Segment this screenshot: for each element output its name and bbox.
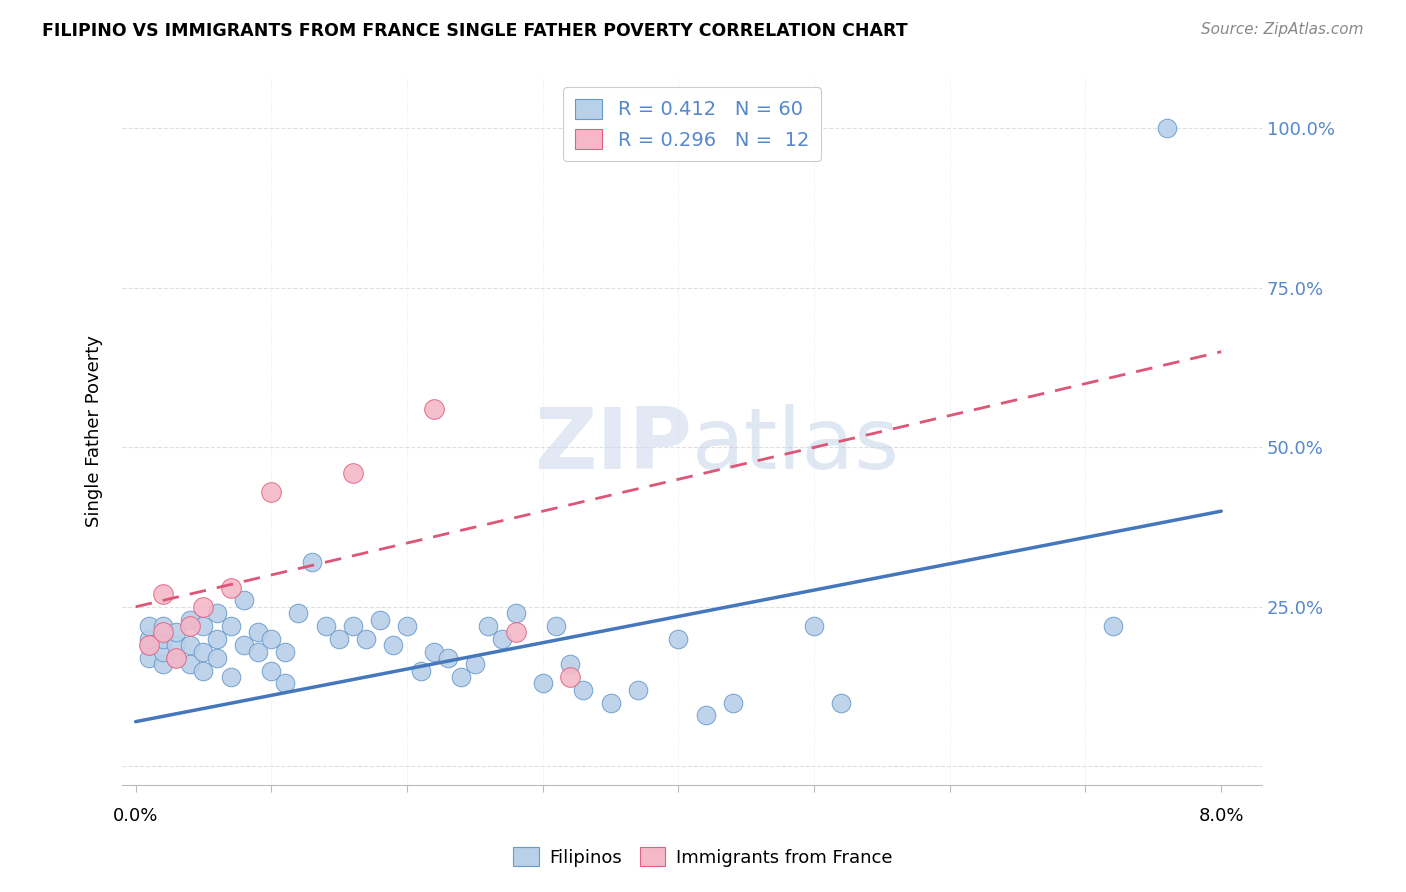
Point: [233, 638, 256, 652]
Point: [219, 670, 242, 684]
Point: [193, 644, 215, 658]
Point: [138, 638, 160, 652]
Point: [356, 632, 378, 646]
Point: [627, 682, 650, 697]
Point: [382, 638, 405, 652]
Point: [491, 632, 513, 646]
Point: [409, 664, 432, 678]
Point: [668, 632, 690, 646]
Point: [423, 402, 446, 417]
Point: [1101, 619, 1123, 633]
Point: [546, 619, 568, 633]
Text: FILIPINO VS IMMIGRANTS FROM FRANCE SINGLE FATHER POVERTY CORRELATION CHART: FILIPINO VS IMMIGRANTS FROM FRANCE SINGL…: [42, 22, 908, 40]
Point: [152, 657, 174, 672]
Point: [165, 625, 187, 640]
Point: [205, 651, 228, 665]
Point: [558, 670, 581, 684]
Point: [531, 676, 554, 690]
Point: [260, 485, 283, 500]
Point: [1156, 121, 1178, 136]
Point: [505, 625, 527, 640]
Point: [695, 708, 717, 723]
Point: [152, 587, 174, 601]
Text: 0.0%: 0.0%: [112, 806, 159, 824]
Point: [179, 657, 201, 672]
Point: [193, 599, 215, 614]
Point: [246, 644, 269, 658]
Point: [165, 638, 187, 652]
Point: [274, 676, 297, 690]
Point: [152, 625, 174, 640]
Point: [436, 651, 458, 665]
Point: [260, 664, 283, 678]
Point: [152, 619, 174, 633]
Point: [328, 632, 350, 646]
Point: [179, 638, 201, 652]
Point: [219, 619, 242, 633]
Point: [179, 613, 201, 627]
Point: [505, 606, 527, 620]
Point: [395, 619, 418, 633]
Point: [246, 625, 269, 640]
Point: [219, 581, 242, 595]
Point: [205, 632, 228, 646]
Point: [342, 466, 364, 480]
Point: [138, 619, 160, 633]
Point: [450, 670, 472, 684]
Point: [138, 651, 160, 665]
Y-axis label: Single Father Poverty: Single Father Poverty: [86, 335, 103, 527]
Point: [193, 619, 215, 633]
Point: [477, 619, 499, 633]
Point: [558, 657, 581, 672]
Point: [138, 632, 160, 646]
Point: [233, 593, 256, 607]
Point: [205, 606, 228, 620]
Point: [464, 657, 486, 672]
Point: [301, 555, 323, 569]
Point: [599, 696, 621, 710]
Text: ZIP: ZIP: [534, 404, 692, 487]
Point: [830, 696, 852, 710]
Point: [165, 651, 187, 665]
Point: [368, 613, 391, 627]
Text: atlas: atlas: [692, 404, 900, 487]
Point: [423, 644, 446, 658]
Point: [572, 682, 595, 697]
Point: [274, 644, 297, 658]
Point: [342, 619, 364, 633]
Legend: R = 0.412   N = 60, R = 0.296   N =  12: R = 0.412 N = 60, R = 0.296 N = 12: [564, 87, 821, 161]
Point: [193, 664, 215, 678]
Point: [152, 644, 174, 658]
Text: 8.0%: 8.0%: [1198, 806, 1244, 824]
Point: [803, 619, 825, 633]
Point: [260, 632, 283, 646]
Text: Source: ZipAtlas.com: Source: ZipAtlas.com: [1201, 22, 1364, 37]
Point: [721, 696, 744, 710]
Point: [138, 638, 160, 652]
Point: [165, 651, 187, 665]
Point: [287, 606, 309, 620]
Legend: Filipinos, Immigrants from France: Filipinos, Immigrants from France: [506, 840, 900, 874]
Point: [315, 619, 337, 633]
Point: [179, 619, 201, 633]
Point: [152, 632, 174, 646]
